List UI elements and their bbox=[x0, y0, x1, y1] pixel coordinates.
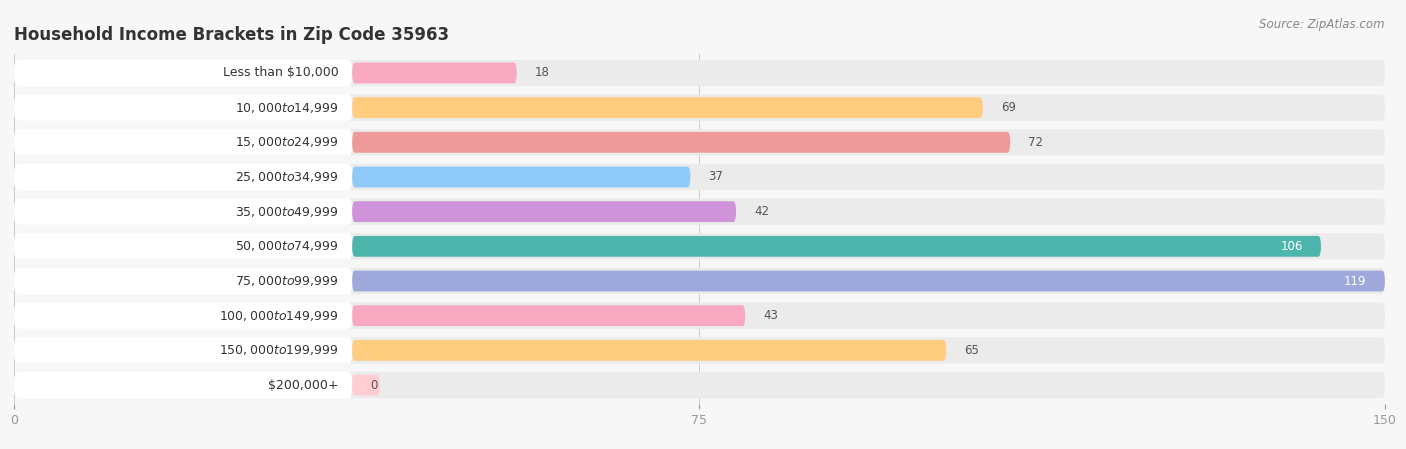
Text: $35,000 to $49,999: $35,000 to $49,999 bbox=[235, 205, 339, 219]
FancyBboxPatch shape bbox=[14, 129, 353, 155]
FancyBboxPatch shape bbox=[353, 97, 983, 118]
FancyBboxPatch shape bbox=[14, 94, 1385, 121]
Text: $25,000 to $34,999: $25,000 to $34,999 bbox=[235, 170, 339, 184]
FancyBboxPatch shape bbox=[353, 374, 380, 396]
FancyBboxPatch shape bbox=[14, 198, 353, 225]
FancyBboxPatch shape bbox=[14, 94, 353, 121]
Text: $200,000+: $200,000+ bbox=[269, 379, 339, 392]
Text: $10,000 to $14,999: $10,000 to $14,999 bbox=[235, 101, 339, 114]
FancyBboxPatch shape bbox=[14, 60, 353, 86]
Text: 119: 119 bbox=[1344, 274, 1367, 287]
FancyBboxPatch shape bbox=[14, 268, 353, 294]
Text: Household Income Brackets in Zip Code 35963: Household Income Brackets in Zip Code 35… bbox=[14, 26, 449, 44]
Text: $150,000 to $199,999: $150,000 to $199,999 bbox=[219, 343, 339, 357]
FancyBboxPatch shape bbox=[14, 337, 353, 364]
Text: 42: 42 bbox=[755, 205, 769, 218]
Text: Less than $10,000: Less than $10,000 bbox=[222, 66, 339, 79]
FancyBboxPatch shape bbox=[353, 62, 517, 84]
FancyBboxPatch shape bbox=[14, 303, 353, 329]
FancyBboxPatch shape bbox=[14, 372, 1385, 398]
Text: 72: 72 bbox=[1029, 136, 1043, 149]
FancyBboxPatch shape bbox=[14, 372, 353, 398]
Text: $100,000 to $149,999: $100,000 to $149,999 bbox=[219, 308, 339, 323]
Text: Source: ZipAtlas.com: Source: ZipAtlas.com bbox=[1260, 18, 1385, 31]
Text: 65: 65 bbox=[965, 344, 980, 357]
FancyBboxPatch shape bbox=[14, 198, 1385, 225]
Text: 18: 18 bbox=[536, 66, 550, 79]
Text: 106: 106 bbox=[1281, 240, 1303, 253]
Text: $15,000 to $24,999: $15,000 to $24,999 bbox=[235, 135, 339, 150]
FancyBboxPatch shape bbox=[14, 337, 1385, 364]
FancyBboxPatch shape bbox=[353, 305, 745, 326]
Text: 37: 37 bbox=[709, 171, 724, 184]
FancyBboxPatch shape bbox=[353, 132, 1010, 153]
Text: 0: 0 bbox=[371, 379, 378, 392]
FancyBboxPatch shape bbox=[14, 164, 353, 190]
FancyBboxPatch shape bbox=[14, 60, 1385, 86]
FancyBboxPatch shape bbox=[353, 201, 737, 222]
Text: $75,000 to $99,999: $75,000 to $99,999 bbox=[235, 274, 339, 288]
FancyBboxPatch shape bbox=[14, 233, 353, 260]
FancyBboxPatch shape bbox=[353, 340, 946, 361]
FancyBboxPatch shape bbox=[353, 167, 690, 187]
Text: 43: 43 bbox=[763, 309, 779, 322]
FancyBboxPatch shape bbox=[353, 271, 1385, 291]
FancyBboxPatch shape bbox=[14, 303, 1385, 329]
FancyBboxPatch shape bbox=[353, 236, 1322, 257]
FancyBboxPatch shape bbox=[14, 268, 1385, 294]
Text: $50,000 to $74,999: $50,000 to $74,999 bbox=[235, 239, 339, 253]
FancyBboxPatch shape bbox=[14, 129, 1385, 155]
FancyBboxPatch shape bbox=[14, 164, 1385, 190]
Text: 69: 69 bbox=[1001, 101, 1017, 114]
FancyBboxPatch shape bbox=[14, 233, 1385, 260]
